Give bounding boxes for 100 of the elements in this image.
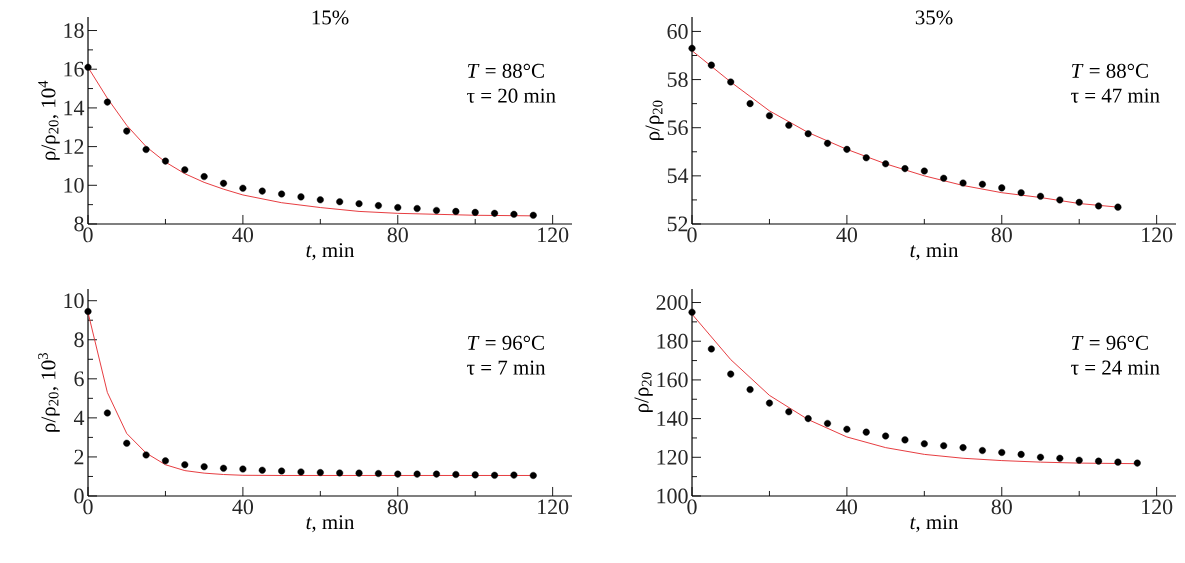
- y-tick-label: 52: [667, 216, 688, 232]
- annotation: τ = 24 min: [1071, 360, 1160, 375]
- point: [297, 468, 305, 476]
- y-tick-label: 100: [657, 488, 688, 504]
- point: [452, 471, 460, 478]
- point: [394, 470, 402, 478]
- x-tick-label: 80: [991, 227, 1012, 243]
- point: [843, 425, 851, 433]
- point: [200, 463, 208, 471]
- point: [688, 44, 696, 52]
- point: [142, 146, 150, 153]
- point: [824, 419, 832, 427]
- y-tick-label: 180: [657, 333, 688, 349]
- point: [1017, 450, 1025, 458]
- point: [688, 308, 696, 316]
- point: [978, 180, 986, 188]
- point: [355, 200, 363, 208]
- point: [239, 465, 247, 473]
- point: [746, 100, 754, 108]
- y-tick-label: 10: [64, 293, 84, 309]
- y-tick-label: 18: [64, 23, 84, 38]
- point: [220, 179, 228, 187]
- point: [707, 61, 715, 69]
- point: [843, 145, 851, 153]
- y-tick-label: 10: [64, 177, 84, 193]
- point: [491, 471, 499, 479]
- y-tick-label: 12: [64, 139, 84, 154]
- y-tick-label: 56: [667, 120, 688, 136]
- y-tick-label: 54: [667, 168, 689, 184]
- x-tick-label: 120: [1142, 227, 1173, 243]
- x-tick-label: 80: [387, 227, 408, 243]
- point: [452, 207, 460, 215]
- point: [998, 448, 1006, 456]
- point: [1037, 192, 1044, 200]
- point: [433, 470, 440, 478]
- point: [1075, 456, 1083, 464]
- point: [1095, 457, 1103, 465]
- point: [258, 187, 266, 195]
- point: [374, 470, 382, 478]
- x-tick-label: 120: [538, 499, 569, 515]
- point: [161, 457, 169, 465]
- point: [785, 121, 793, 129]
- point: [103, 409, 111, 417]
- y-axis-title: ρ/ρ$_{20}$: [645, 100, 664, 141]
- point: [239, 184, 247, 192]
- point: [1095, 202, 1103, 210]
- point: [940, 174, 948, 182]
- point: [278, 190, 286, 198]
- x-axis-title: t, min: [910, 243, 959, 261]
- point: [103, 98, 111, 106]
- x-axis-title: t, min: [306, 243, 355, 261]
- point: [707, 345, 715, 353]
- y-tick-label: 160: [657, 372, 688, 388]
- point: [862, 154, 870, 162]
- point: [959, 444, 967, 452]
- x-tick-label: 40: [836, 227, 858, 243]
- y-tick-label: 4: [73, 410, 85, 426]
- point: [1114, 458, 1122, 466]
- point: [336, 469, 344, 477]
- annotation: τ = 47 min: [1071, 88, 1160, 103]
- y-axis-title: ρ/ρ$_{20}$, 10$^{4}$: [38, 80, 60, 160]
- annotation: T = 88°C: [468, 63, 544, 78]
- point: [765, 112, 773, 120]
- x-tick-label: 40: [232, 227, 254, 243]
- point: [491, 209, 499, 217]
- point: [785, 408, 793, 416]
- point: [336, 198, 344, 206]
- point: [959, 179, 967, 187]
- point: [1114, 203, 1122, 211]
- point: [901, 436, 909, 444]
- y-tick-label: 8: [74, 332, 84, 348]
- point: [804, 130, 812, 138]
- point: [374, 202, 382, 210]
- x-tick-label: 80: [387, 499, 408, 515]
- point: [413, 205, 421, 212]
- y-tick-label: 0: [74, 488, 84, 504]
- x-tick-label: 40: [232, 499, 254, 515]
- point: [978, 447, 986, 455]
- point: [727, 370, 735, 378]
- point: [84, 307, 92, 315]
- y-tick-label: 58: [667, 72, 688, 87]
- point: [278, 467, 286, 475]
- point: [1133, 459, 1141, 467]
- point: [413, 470, 421, 478]
- x-tick-label: 120: [1142, 499, 1173, 515]
- chart-title: 15%: [312, 10, 349, 25]
- point: [355, 469, 363, 477]
- x-tick-label: 120: [538, 227, 569, 243]
- point: [1056, 454, 1064, 462]
- point: [529, 471, 537, 479]
- annotation: T = 96°C: [1072, 335, 1148, 350]
- point: [1056, 196, 1064, 204]
- point: [901, 165, 909, 173]
- annotation: T = 96°C: [468, 335, 544, 350]
- point: [1037, 453, 1044, 461]
- annotation: T = 88°C: [1072, 63, 1148, 78]
- point: [804, 415, 812, 423]
- point: [394, 204, 402, 212]
- y-tick-label: 8: [74, 216, 84, 232]
- point: [84, 63, 92, 71]
